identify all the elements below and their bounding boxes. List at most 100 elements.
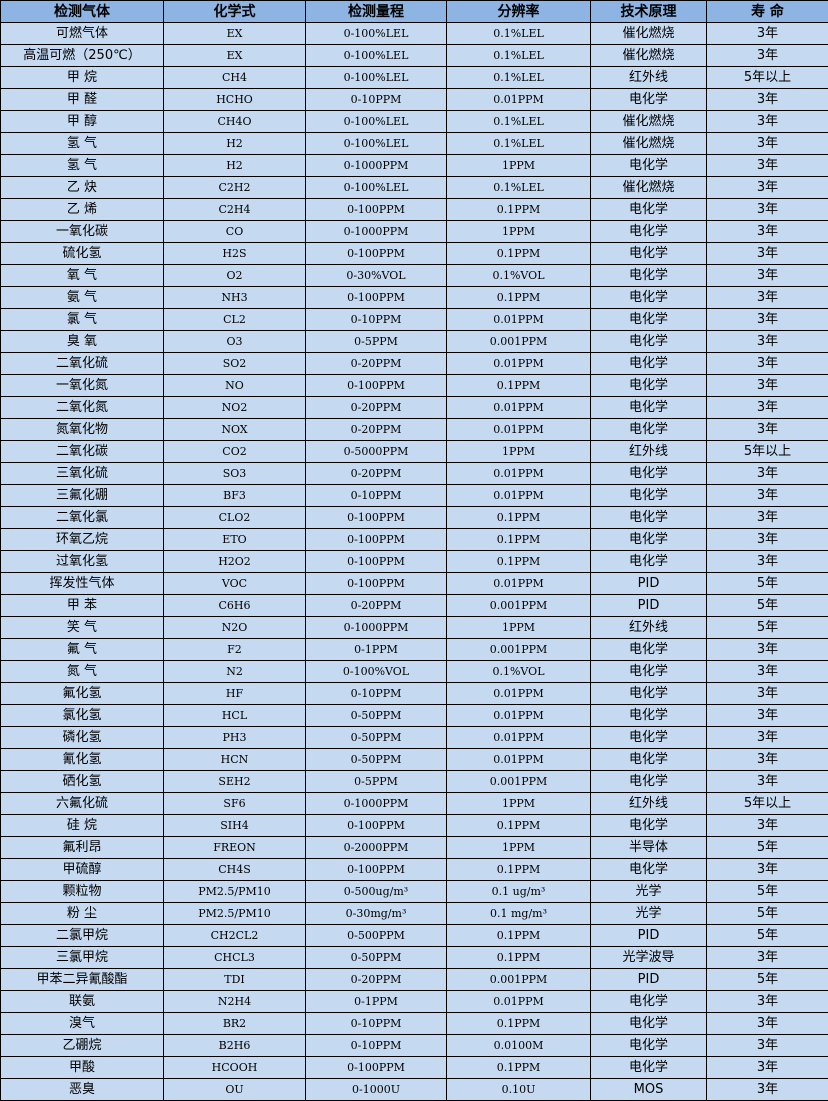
formula-cell: PH3 (164, 727, 306, 749)
range-cell: 0-20PPM (306, 969, 447, 991)
lifespan-cell: 3年 (707, 749, 828, 771)
range-cell: 0-100PPM (306, 1057, 447, 1079)
lifespan-cell: 3年 (707, 155, 828, 177)
header-range: 检测量程 (306, 1, 447, 23)
resolution-cell: 0.001PPM (447, 771, 591, 793)
resolution-cell: 0.01PPM (447, 727, 591, 749)
range-cell: 0-100%LEL (306, 45, 447, 67)
range-cell: 0-10PPM (306, 309, 447, 331)
principle-cell: 电化学 (591, 705, 707, 727)
principle-cell: PID (591, 925, 707, 947)
resolution-cell: 0.01PPM (447, 485, 591, 507)
range-cell: 0-5000PPM (306, 441, 447, 463)
lifespan-cell: 3年 (707, 265, 828, 287)
resolution-cell: 0.1PPM (447, 529, 591, 551)
lifespan-cell: 3年 (707, 683, 828, 705)
formula-cell: PM2.5/PM10 (164, 881, 306, 903)
gas-name-cell: 甲 醛 (1, 89, 164, 111)
formula-cell: VOC (164, 573, 306, 595)
lifespan-cell: 3年 (707, 243, 828, 265)
principle-cell: 光学 (591, 903, 707, 925)
principle-cell: 电化学 (591, 1035, 707, 1057)
gas-name-cell: 一氧化碳 (1, 221, 164, 243)
formula-cell: HCN (164, 749, 306, 771)
formula-cell: NO2 (164, 397, 306, 419)
resolution-cell: 0.1 mg/m³ (447, 903, 591, 925)
range-cell: 0-10PPM (306, 1035, 447, 1057)
gas-name-cell: 氢 气 (1, 133, 164, 155)
gas-name-cell: 氯化氢 (1, 705, 164, 727)
range-cell: 0-1000PPM (306, 793, 447, 815)
lifespan-cell: 3年 (707, 23, 828, 45)
principle-cell: 红外线 (591, 793, 707, 815)
resolution-cell: 0.1PPM (447, 551, 591, 573)
formula-cell: O3 (164, 331, 306, 353)
gas-name-cell: 臭 氧 (1, 331, 164, 353)
resolution-cell: 0.1PPM (447, 243, 591, 265)
lifespan-cell: 3年 (707, 485, 828, 507)
range-cell: 0-1PPM (306, 991, 447, 1013)
resolution-cell: 0.01PPM (447, 419, 591, 441)
range-cell: 0-5PPM (306, 771, 447, 793)
lifespan-cell: 3年 (707, 375, 828, 397)
principle-cell: 电化学 (591, 397, 707, 419)
formula-cell: FREON (164, 837, 306, 859)
lifespan-cell: 3年 (707, 639, 828, 661)
principle-cell: 电化学 (591, 309, 707, 331)
range-cell: 0-50PPM (306, 749, 447, 771)
formula-cell: CO (164, 221, 306, 243)
resolution-cell: 0.01PPM (447, 749, 591, 771)
range-cell: 0-100PPM (306, 551, 447, 573)
header-gas: 检测气体 (1, 1, 164, 23)
formula-cell: C2H4 (164, 199, 306, 221)
range-cell: 0-100%LEL (306, 133, 447, 155)
range-cell: 0-100PPM (306, 529, 447, 551)
range-cell: 0-1000PPM (306, 617, 447, 639)
principle-cell: 电化学 (591, 155, 707, 177)
formula-cell: O2 (164, 265, 306, 287)
resolution-cell: 0.1%LEL (447, 177, 591, 199)
gas-name-cell: 笑 气 (1, 617, 164, 639)
formula-cell: H2 (164, 155, 306, 177)
header-formula: 化学式 (164, 1, 306, 23)
range-cell: 0-100%LEL (306, 111, 447, 133)
range-cell: 0-500ug/m³ (306, 881, 447, 903)
gas-name-cell: 二氧化碳 (1, 441, 164, 463)
lifespan-cell: 3年 (707, 1057, 828, 1079)
formula-cell: CH2CL2 (164, 925, 306, 947)
resolution-cell: 0.01PPM (447, 705, 591, 727)
gas-name-cell: 二氯甲烷 (1, 925, 164, 947)
range-cell: 0-1000PPM (306, 221, 447, 243)
principle-cell: PID (591, 573, 707, 595)
principle-cell: 电化学 (591, 529, 707, 551)
range-cell: 0-20PPM (306, 419, 447, 441)
resolution-cell: 0.1%LEL (447, 23, 591, 45)
lifespan-cell: 5年 (707, 903, 828, 925)
gas-name-cell: 甲 苯 (1, 595, 164, 617)
lifespan-cell: 3年 (707, 397, 828, 419)
range-cell: 0-50PPM (306, 705, 447, 727)
lifespan-cell: 5年以上 (707, 67, 828, 89)
range-cell: 0-100PPM (306, 573, 447, 595)
formula-cell: B2H6 (164, 1035, 306, 1057)
lifespan-cell: 3年 (707, 463, 828, 485)
formula-cell: ETO (164, 529, 306, 551)
range-cell: 0-100PPM (306, 243, 447, 265)
principle-cell: PID (591, 969, 707, 991)
resolution-cell: 1PPM (447, 155, 591, 177)
principle-cell: 半导体 (591, 837, 707, 859)
lifespan-cell: 3年 (707, 1079, 828, 1101)
